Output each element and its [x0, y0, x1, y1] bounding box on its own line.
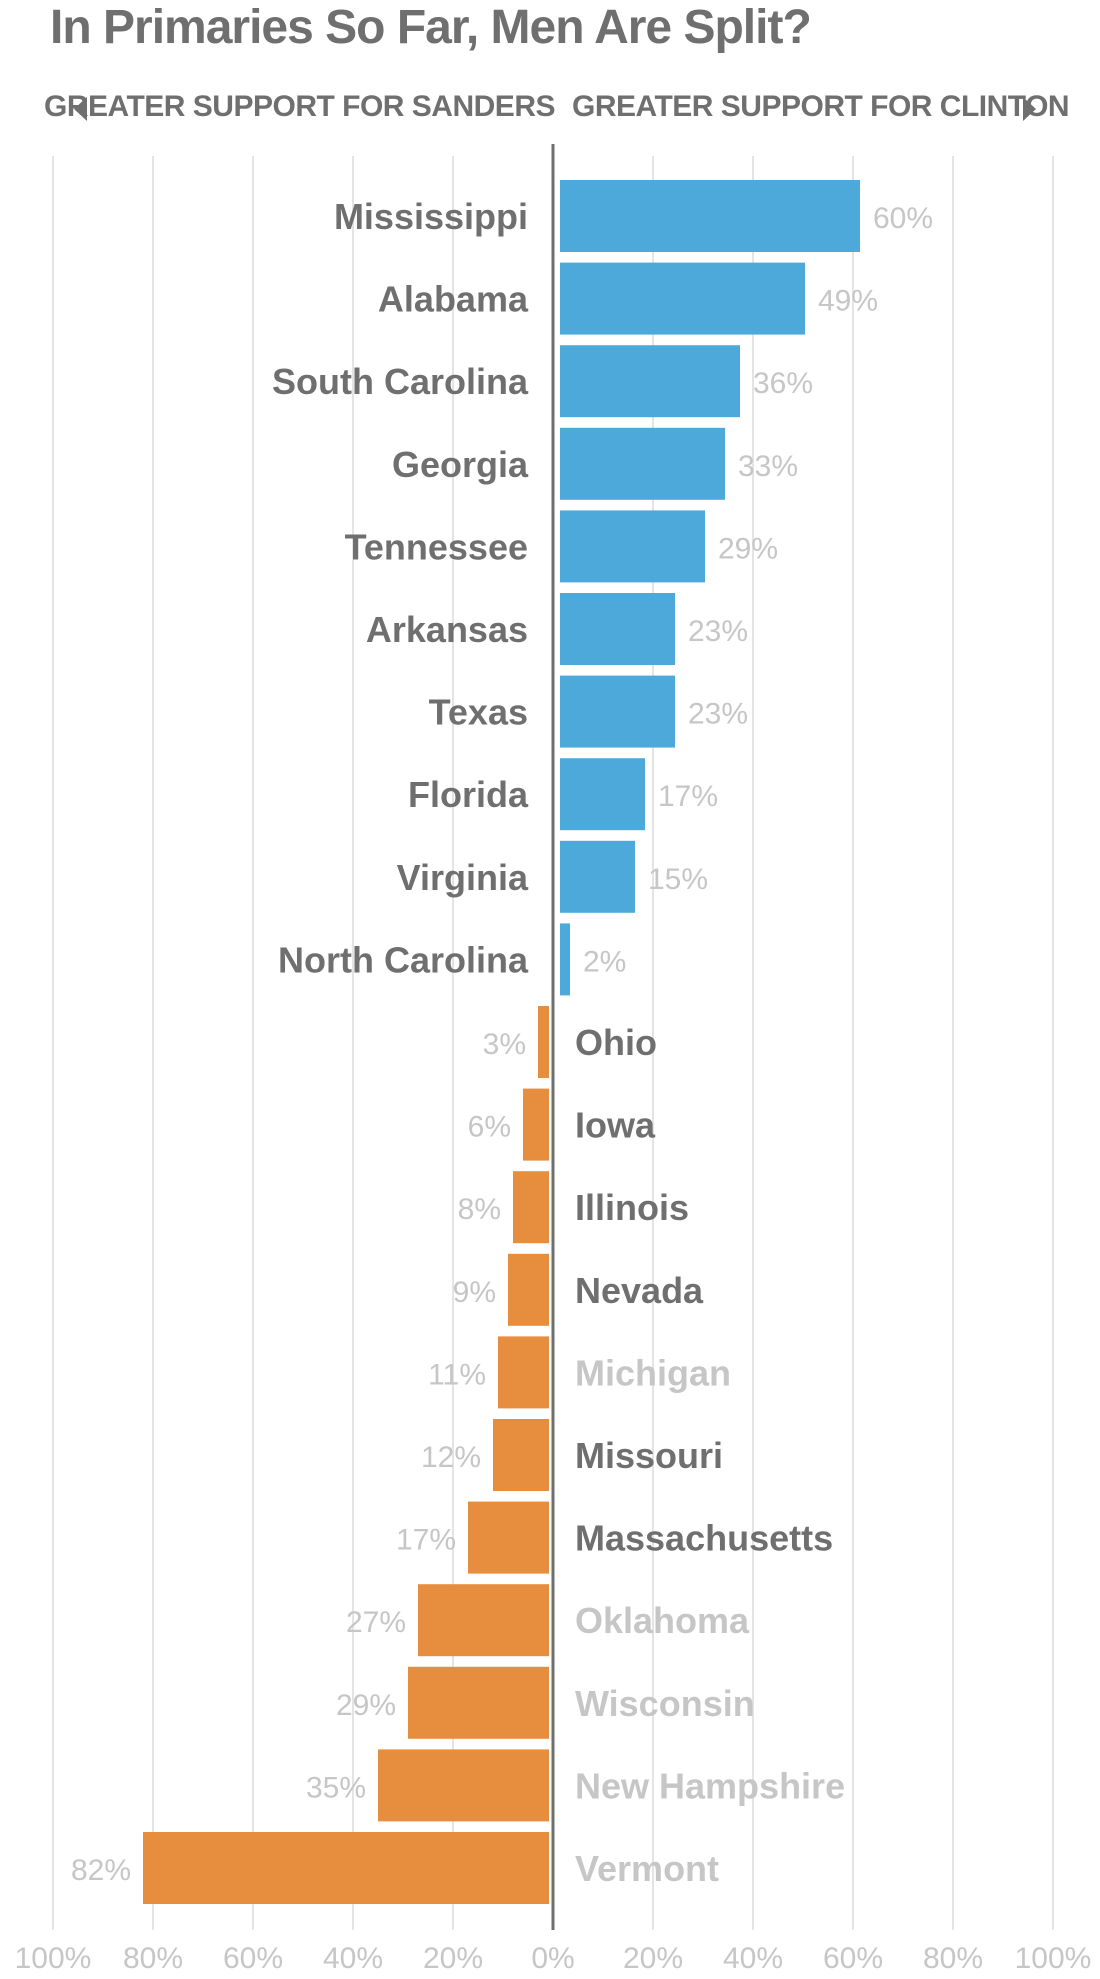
state-label: Iowa [575, 1105, 656, 1146]
bar [508, 1253, 549, 1326]
state-label: Georgia [392, 444, 529, 485]
bar [560, 758, 645, 831]
state-label: North Carolina [278, 939, 529, 980]
state-label: Massachusetts [575, 1518, 833, 1559]
value-label: 36% [753, 367, 813, 400]
value-label: 3% [483, 1028, 526, 1061]
x-tick-label: 100% [15, 1942, 92, 1975]
state-label: Florida [408, 774, 529, 815]
bar [513, 1171, 549, 1244]
value-label: 33% [738, 450, 798, 483]
value-label: 15% [648, 863, 708, 896]
bar [560, 840, 635, 913]
value-label: 6% [468, 1111, 511, 1144]
state-label: Missouri [575, 1435, 723, 1476]
x-tick-label: 60% [223, 1942, 283, 1975]
value-label: 8% [458, 1193, 501, 1226]
bar [493, 1419, 549, 1491]
value-label: 2% [583, 945, 626, 978]
labels: 60% Mississippi 49% Alabama 36% South Carolin… [71, 196, 933, 1889]
bar [560, 675, 675, 748]
value-label: 9% [453, 1276, 496, 1309]
bar [418, 1584, 549, 1657]
bars [143, 180, 860, 1904]
legend-clinton-label: GREATER SUPPORT FOR CLINTON [572, 90, 1070, 123]
state-label: Tennessee [345, 526, 528, 567]
value-label: 12% [421, 1441, 481, 1474]
x-tick-label: 0% [531, 1942, 574, 1975]
x-tick-label: 80% [923, 1942, 983, 1975]
state-label: Ohio [575, 1022, 657, 1063]
state-label: Michigan [575, 1352, 731, 1393]
x-tick-label: 20% [623, 1942, 683, 1975]
legend-sanders-label: GREATER SUPPORT FOR SANDERS [44, 90, 556, 123]
x-tick-label: 40% [723, 1942, 783, 1975]
value-label: 11% [428, 1358, 486, 1391]
bar [560, 180, 860, 252]
bar [408, 1666, 549, 1739]
state-label: Arkansas [366, 609, 528, 650]
x-tick-label: 100% [1015, 1942, 1092, 1975]
value-label: 23% [688, 615, 748, 648]
value-label: 29% [718, 532, 778, 565]
x-tick-label: 40% [323, 1942, 383, 1975]
state-label: Mississippi [334, 196, 528, 237]
bar [560, 923, 570, 996]
state-label: Alabama [378, 279, 529, 320]
value-label: 17% [396, 1524, 456, 1557]
bar [560, 345, 740, 418]
value-label: 23% [688, 698, 748, 731]
bar [560, 593, 675, 665]
x-axis-ticks: 100% 80% 60% 40% 20% 0% 20% 40% 60% 80% 100% [15, 1942, 1092, 1975]
x-tick-label: 80% [123, 1942, 183, 1975]
bar [498, 1336, 549, 1409]
bar [523, 1088, 549, 1161]
state-label: Virginia [397, 857, 529, 898]
state-label: Wisconsin [575, 1683, 755, 1724]
bar [560, 262, 805, 335]
value-label: 82% [71, 1854, 131, 1887]
arrow-right-icon [1023, 97, 1036, 121]
bar [468, 1501, 549, 1574]
state-label: Illinois [575, 1187, 689, 1228]
x-tick-label: 20% [423, 1942, 483, 1975]
value-label: 27% [346, 1606, 406, 1639]
bar [378, 1749, 549, 1822]
value-label: 17% [658, 780, 718, 813]
arrow-left-icon [74, 97, 87, 121]
state-label: Texas [429, 692, 528, 733]
x-tick-label: 60% [823, 1942, 883, 1975]
value-label: 60% [873, 202, 933, 235]
chart-title: In Primaries So Far, Men Are Split? [50, 1, 812, 54]
bar [538, 1006, 549, 1078]
state-label: Oklahoma [575, 1600, 750, 1641]
state-label: South Carolina [272, 361, 529, 402]
bar [560, 510, 705, 583]
value-label: 49% [818, 285, 878, 318]
state-label: Vermont [575, 1848, 719, 1889]
bar [560, 427, 725, 500]
value-label: 29% [336, 1689, 396, 1722]
bar [143, 1832, 549, 1904]
value-label: 35% [306, 1771, 366, 1804]
state-label: Nevada [575, 1270, 704, 1311]
state-label: New Hampshire [575, 1765, 845, 1806]
